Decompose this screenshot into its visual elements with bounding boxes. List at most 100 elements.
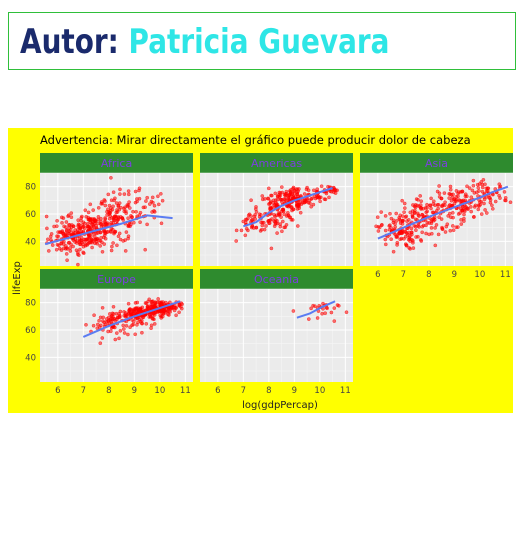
data-point: [281, 209, 286, 214]
x-tick-label: 6: [55, 386, 60, 396]
data-point: [419, 206, 424, 210]
data-point: [133, 301, 138, 305]
data-point: [502, 190, 507, 194]
data-point: [80, 240, 84, 245]
data-point: [113, 196, 117, 201]
data-point: [97, 238, 101, 243]
data-point: [138, 210, 143, 215]
facet-label: Americas: [251, 157, 302, 170]
data-point: [109, 326, 114, 330]
data-point: [102, 198, 107, 202]
data-point: [149, 326, 153, 330]
data-point: [133, 189, 138, 194]
data-point: [327, 195, 331, 200]
data-point: [79, 229, 84, 234]
data-point: [440, 225, 444, 230]
data-point: [252, 214, 257, 219]
data-point: [79, 218, 83, 223]
data-point: [152, 203, 157, 208]
data-point: [484, 186, 489, 191]
data-point: [419, 199, 424, 203]
data-point: [81, 225, 85, 229]
chart-title: Advertencia: Mirar directamente el gráfi…: [40, 133, 471, 147]
data-point: [113, 230, 118, 234]
facet-strip: [360, 153, 513, 173]
data-point: [145, 195, 149, 200]
data-point: [275, 231, 279, 235]
data-point: [442, 191, 447, 195]
data-point: [403, 230, 408, 234]
data-point: [477, 204, 481, 208]
data-point: [483, 208, 487, 212]
data-point: [383, 237, 388, 242]
data-point: [275, 197, 280, 202]
data-point: [404, 214, 409, 219]
y-tick-label: 80: [25, 299, 36, 309]
data-point: [282, 197, 287, 201]
y-tick-label: 60: [25, 210, 36, 220]
data-point: [262, 227, 267, 232]
data-point: [273, 214, 277, 219]
data-point: [158, 192, 163, 196]
data-point: [417, 214, 421, 218]
data-point: [488, 200, 493, 205]
x-tick-label: 11: [180, 386, 191, 396]
data-point: [47, 249, 51, 253]
x-tick-label: 8: [426, 270, 431, 280]
data-point: [106, 192, 111, 197]
data-point: [121, 239, 125, 243]
data-point: [459, 207, 463, 211]
data-point: [84, 242, 88, 247]
data-point: [156, 194, 160, 199]
data-point: [306, 188, 311, 193]
panel-africa: Africa 40 60 80: [25, 153, 193, 267]
data-point: [98, 341, 103, 345]
data-point: [451, 215, 455, 220]
data-point: [319, 184, 324, 189]
data-point: [434, 223, 439, 227]
data-point: [263, 197, 267, 201]
data-point: [306, 317, 311, 321]
data-point: [144, 301, 149, 305]
data-point: [152, 304, 157, 308]
data-point: [124, 312, 129, 317]
data-point: [64, 220, 69, 224]
data-point: [116, 234, 121, 239]
x-tick-label: 10: [154, 386, 165, 396]
data-point: [112, 215, 116, 219]
data-point: [127, 192, 131, 197]
data-point: [94, 219, 98, 224]
data-point: [112, 316, 116, 321]
data-point: [497, 182, 502, 187]
data-point: [124, 230, 129, 234]
data-point: [111, 304, 116, 309]
data-point: [462, 208, 467, 212]
data-point: [84, 322, 88, 327]
data-point: [402, 206, 407, 210]
data-point: [159, 221, 164, 226]
data-point: [78, 237, 82, 242]
data-point: [144, 321, 149, 326]
data-point: [99, 200, 104, 204]
data-point: [126, 236, 130, 241]
data-point: [260, 194, 265, 198]
data-point: [179, 301, 183, 305]
data-point: [318, 199, 322, 204]
data-point: [493, 199, 498, 204]
data-point: [391, 220, 396, 225]
data-point: [234, 228, 239, 233]
data-point: [99, 236, 103, 240]
data-point: [332, 306, 337, 310]
data-point: [50, 243, 55, 247]
data-point: [131, 319, 136, 324]
data-point: [313, 196, 318, 201]
data-point: [402, 210, 406, 214]
data-point: [428, 203, 433, 208]
data-point: [287, 215, 292, 219]
data-point: [239, 228, 244, 233]
data-point: [456, 191, 460, 196]
panel-americas: Americas: [200, 153, 353, 266]
x-tick-label: 8: [106, 386, 111, 396]
data-point: [412, 210, 417, 215]
data-point: [55, 234, 59, 238]
